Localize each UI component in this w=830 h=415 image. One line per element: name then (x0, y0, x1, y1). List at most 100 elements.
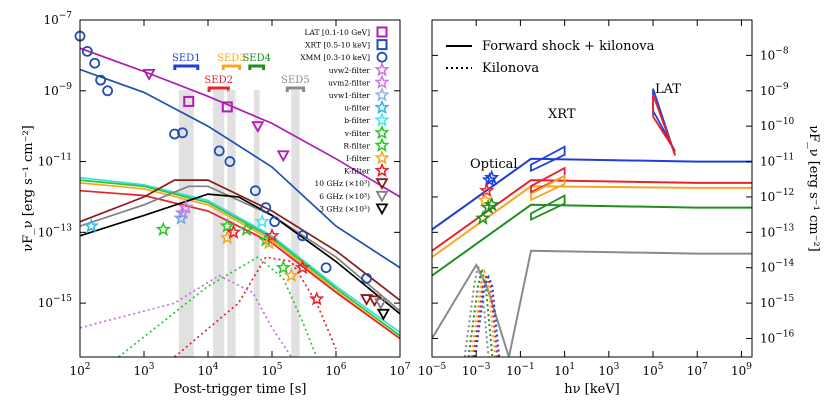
data-point-9-0 (155, 221, 171, 237)
series-group-0 (80, 47, 400, 357)
data-point-0-0 (183, 95, 195, 107)
x-axis-label: hν [keV] (564, 382, 620, 397)
x-tick-label: 104 (197, 362, 218, 378)
y-tick-label: 10−15 (38, 294, 73, 310)
sed-label-4: SED5 (281, 75, 310, 86)
data-point-1-5 (260, 202, 272, 213)
sed-bracket-0 (173, 64, 200, 70)
x-tick-label: 103 (598, 362, 619, 378)
y-tick-label: 10−14 (760, 259, 795, 275)
y-tick-label: 10−11 (760, 153, 794, 169)
legend-label-2: XMM [0.3-10 keV] (300, 53, 370, 62)
x-tick-label: 105 (261, 362, 282, 378)
lat-butterfly-1 (652, 94, 676, 156)
y-tick-label: 10−16 (760, 329, 795, 345)
y-tick-label: 10−15 (760, 294, 795, 310)
x-tick-label: 109 (731, 362, 752, 378)
legend-label-4: uvm2-filter (328, 78, 370, 87)
legend-label-8: v-filter (344, 129, 371, 138)
extra-point-0-1 (251, 121, 265, 134)
x-tick-label: 107 (687, 362, 708, 378)
y-tick-label: 10−9 (43, 82, 72, 98)
kilonova-curve-1 (467, 268, 494, 357)
x-tick-label: 101 (554, 362, 575, 378)
series-line-5 (80, 189, 400, 340)
data-point-4-0 (178, 199, 194, 215)
optical-star-2 (479, 182, 495, 198)
legend-marker-4 (374, 74, 390, 89)
sed-band-1 (213, 90, 225, 357)
x-tick-label: 10−1 (506, 362, 535, 378)
data-point-2-4 (102, 85, 114, 97)
legend-marker-9 (374, 137, 390, 152)
sed-label-1: SED2 (204, 75, 233, 86)
annotation-2: LAT (655, 82, 681, 97)
legend-marker-2 (376, 51, 388, 63)
extra-point-0-2 (276, 150, 290, 163)
series-line-8 (80, 193, 400, 315)
series-line-4 (432, 249, 752, 357)
data-point-2-6 (361, 272, 372, 284)
data-point-11-3 (309, 291, 325, 306)
legend-label-9: R-filter (343, 141, 370, 150)
xrt-bowtie-2 (530, 174, 566, 202)
data-point-12-0 (360, 294, 374, 306)
data-point-0-1 (221, 101, 233, 113)
legend-marker-7 (374, 112, 390, 127)
data-point-5-0 (173, 210, 189, 225)
sed-bracket-4 (285, 86, 306, 92)
legend-label-5: uvw1-filter (329, 91, 371, 100)
data-point-2-1 (81, 45, 93, 57)
series-line-0 (80, 47, 400, 198)
series-line-9 (173, 256, 337, 357)
legend-label-11: K-filter (344, 167, 370, 176)
legend-marker-1 (376, 39, 388, 51)
x-tick-label: 103 (133, 362, 154, 378)
data-point-7-0 (254, 213, 270, 229)
legend-marker-14 (375, 203, 389, 216)
y-tick-label: 10−13 (760, 223, 795, 239)
sed-bracket-2 (221, 64, 242, 70)
legend-label-12: 10 GHz (×10³) (315, 179, 371, 188)
series-line-4 (80, 182, 400, 340)
x-tick-label: 106 (325, 362, 346, 378)
legend-label-6: u-filter (344, 104, 370, 113)
legend-label-r-1: Kilonova (482, 61, 539, 76)
legend-marker-3 (374, 61, 390, 77)
y-tick-label: 10−7 (43, 11, 72, 27)
sed-band-3 (253, 90, 260, 357)
x-tick-label: 105 (643, 362, 664, 378)
legend-marker-8 (374, 124, 390, 140)
xrt-bowtie-3 (530, 194, 566, 222)
data-point-10-1 (261, 234, 277, 250)
data-point-2-3 (95, 74, 107, 86)
series-line-1 (80, 68, 400, 269)
legend-marker-6 (374, 99, 390, 115)
legend-label-1: XRT [0.5-10 keV] (305, 41, 370, 50)
data-point-1-3 (224, 156, 236, 167)
data-point-1-4 (249, 185, 261, 197)
xrt-bowtie-0 (530, 145, 566, 173)
legend-label-14: 3 GHz (×10³) (319, 204, 370, 213)
data-point-13-0 (374, 298, 388, 310)
x-tick-label: 10−5 (418, 362, 447, 378)
legend-marker-12 (375, 178, 389, 191)
sed-label-0: SED1 (172, 53, 201, 64)
legend-marker-11 (374, 162, 390, 178)
sed-label-3: SED4 (242, 53, 271, 64)
data-point-9-3 (275, 259, 291, 275)
legend-label-10: I-filter (346, 154, 370, 163)
data-point-10-2 (283, 267, 299, 283)
series-line-3 (80, 179, 400, 337)
data-point-2-2 (89, 57, 101, 69)
annotation-1: XRT (548, 107, 576, 122)
data-point-6-0 (83, 218, 99, 233)
data-point-1-1 (177, 127, 188, 139)
y-tick-label: 10−10 (760, 117, 795, 133)
data-point-14-0 (376, 308, 390, 321)
optical-star-5 (484, 196, 500, 212)
x-axis-label: Post-trigger time [s] (174, 382, 307, 397)
legend-label-13: 6 GHz (×10³) (319, 192, 370, 201)
data-point-8-0 (238, 221, 255, 237)
